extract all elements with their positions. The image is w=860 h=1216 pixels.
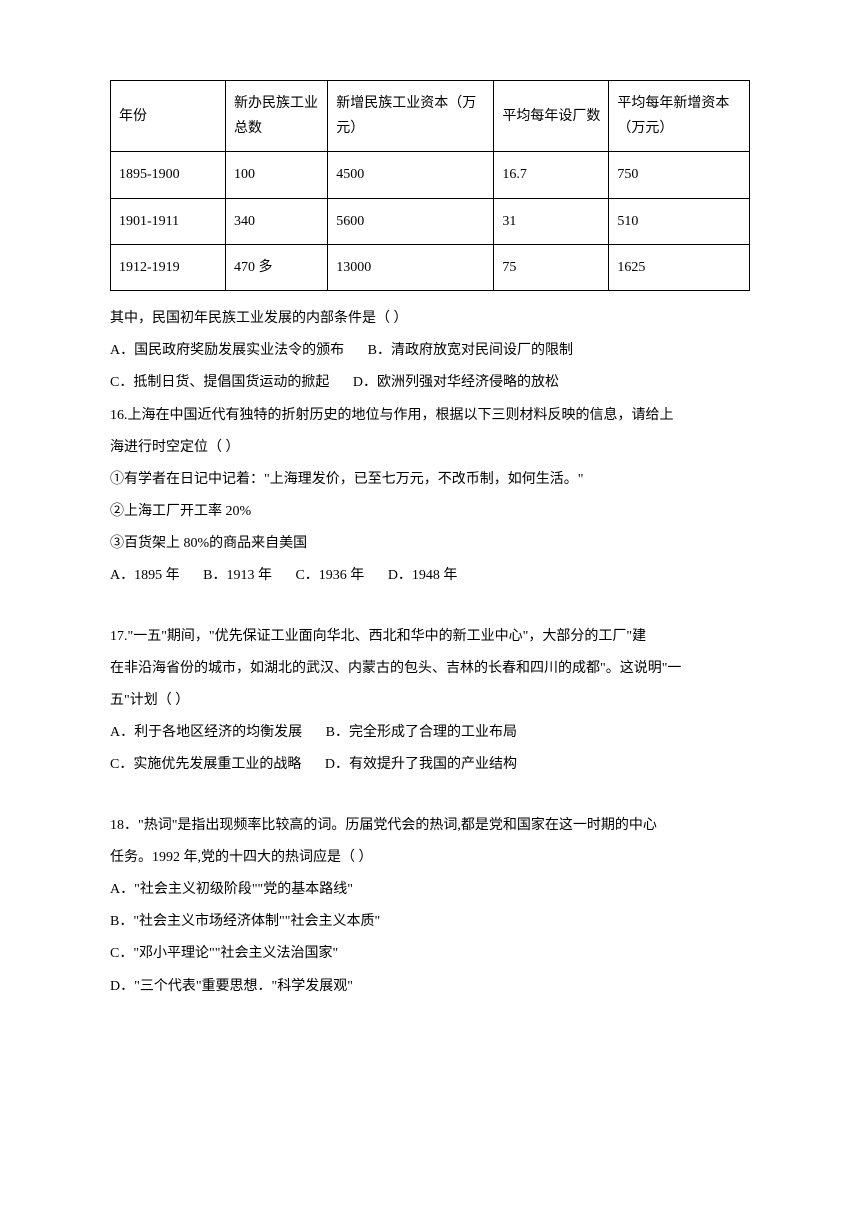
q17-options-row1: A．利于各地区经济的均衡发展 B．完全形成了合理的工业布局 — [110, 717, 750, 749]
table-cell: 340 — [226, 198, 328, 244]
table-row: 1895-1900 100 4500 16.7 750 — [111, 152, 750, 198]
q16-material-3: ③百货架上 80%的商品来自美国 — [110, 528, 750, 560]
q18-option-b: B．"社会主义市场经济体制""社会主义本质" — [110, 906, 750, 938]
q15-option-b: B．清政府放宽对民间设厂的限制 — [368, 343, 573, 358]
table-cell: 1901-1911 — [111, 198, 226, 244]
q16-option-c: C．1936 年 — [295, 568, 364, 583]
q18-option-a: A．"社会主义初级阶段""党的基本路线" — [110, 874, 750, 906]
table-row: 1901-1911 340 5600 31 510 — [111, 198, 750, 244]
table-cell: 4500 — [328, 152, 494, 198]
q18-stem-line1: 18．"热词"是指出现频率比较高的词。历届党代会的热词,都是党和国家在这一时期的… — [110, 810, 750, 842]
q16-option-a: A．1895 年 — [110, 568, 180, 583]
q16-material-2: ②上海工厂开工率 20% — [110, 496, 750, 528]
table-cell: 100 — [226, 152, 328, 198]
table-cell: 1625 — [609, 244, 750, 290]
q16-option-b: B．1913 年 — [203, 568, 272, 583]
q16-stem-line2: 海进行时空定位（ ） — [110, 432, 750, 464]
table-cell: 13000 — [328, 244, 494, 290]
q17-option-a: A．利于各地区经济的均衡发展 — [110, 725, 302, 740]
table-cell: 1912-1919 — [111, 244, 226, 290]
q16-stem-line1: 16.上海在中国近代有独特的折射历史的地位与作用，根据以下三则材料反映的信息，请… — [110, 400, 750, 432]
q17-stem-line2: 在非沿海省份的城市，如湖北的武汉、内蒙古的包头、吉林的长春和四川的成都"。这说明… — [110, 653, 750, 685]
q18-stem-line2: 任务。1992 年,党的十四大的热词应是（ ） — [110, 842, 750, 874]
q16-option-d: D．1948 年 — [388, 568, 458, 583]
th-col3: 平均每年设厂数 — [494, 81, 609, 152]
q16-options: A．1895 年 B．1913 年 C．1936 年 D．1948 年 — [110, 560, 750, 592]
q15-option-c: C．抵制日货、提倡国货运动的掀起 — [110, 375, 329, 390]
q17-stem-line1: 17."一五"期间，"优先保证工业面向华北、西北和华中的新工业中心"，大部分的工… — [110, 621, 750, 653]
q17-stem-line3: 五"计划（ ） — [110, 685, 750, 717]
table-cell: 16.7 — [494, 152, 609, 198]
q15-options-row2: C．抵制日货、提倡国货运动的掀起 D．欧洲列强对华经济侵略的放松 — [110, 367, 750, 399]
q18-option-d: D．"三个代表"重要思想．"科学发展观" — [110, 971, 750, 1003]
th-col4: 平均每年新增资本（万元） — [609, 81, 750, 152]
q15-intro: 其中，民国初年民族工业发展的内部条件是（ ） — [110, 303, 750, 335]
table-cell: 75 — [494, 244, 609, 290]
table-header-row: 年份 新办民族工业总数 新增民族工业资本（万元） 平均每年设厂数 平均每年新增资… — [111, 81, 750, 152]
table-cell: 470 多 — [226, 244, 328, 290]
q17-option-d: D．有效提升了我国的产业结构 — [325, 757, 517, 772]
table-cell: 750 — [609, 152, 750, 198]
q18-option-c: C．"邓小平理论""社会主义法治国家" — [110, 938, 750, 970]
q15-option-d: D．欧洲列强对华经济侵略的放松 — [353, 375, 559, 390]
table-cell: 510 — [609, 198, 750, 244]
table-cell: 31 — [494, 198, 609, 244]
table-row: 1912-1919 470 多 13000 75 1625 — [111, 244, 750, 290]
q16-material-1: ①有学者在日记中记着："上海理发价，已至七万元，不改币制，如何生活。" — [110, 464, 750, 496]
q15-option-a: A．国民政府奖励发展实业法令的颁布 — [110, 343, 344, 358]
th-col1: 新办民族工业总数 — [226, 81, 328, 152]
th-year: 年份 — [111, 81, 226, 152]
q15-options-row1: A．国民政府奖励发展实业法令的颁布 B．清政府放宽对民间设厂的限制 — [110, 335, 750, 367]
table-cell: 5600 — [328, 198, 494, 244]
data-table: 年份 新办民族工业总数 新增民族工业资本（万元） 平均每年设厂数 平均每年新增资… — [110, 80, 750, 291]
th-col2: 新增民族工业资本（万元） — [328, 81, 494, 152]
q17-option-b: B．完全形成了合理的工业布局 — [326, 725, 517, 740]
q17-option-c: C．实施优先发展重工业的战略 — [110, 757, 301, 772]
table-cell: 1895-1900 — [111, 152, 226, 198]
q17-options-row2: C．实施优先发展重工业的战略 D．有效提升了我国的产业结构 — [110, 749, 750, 781]
